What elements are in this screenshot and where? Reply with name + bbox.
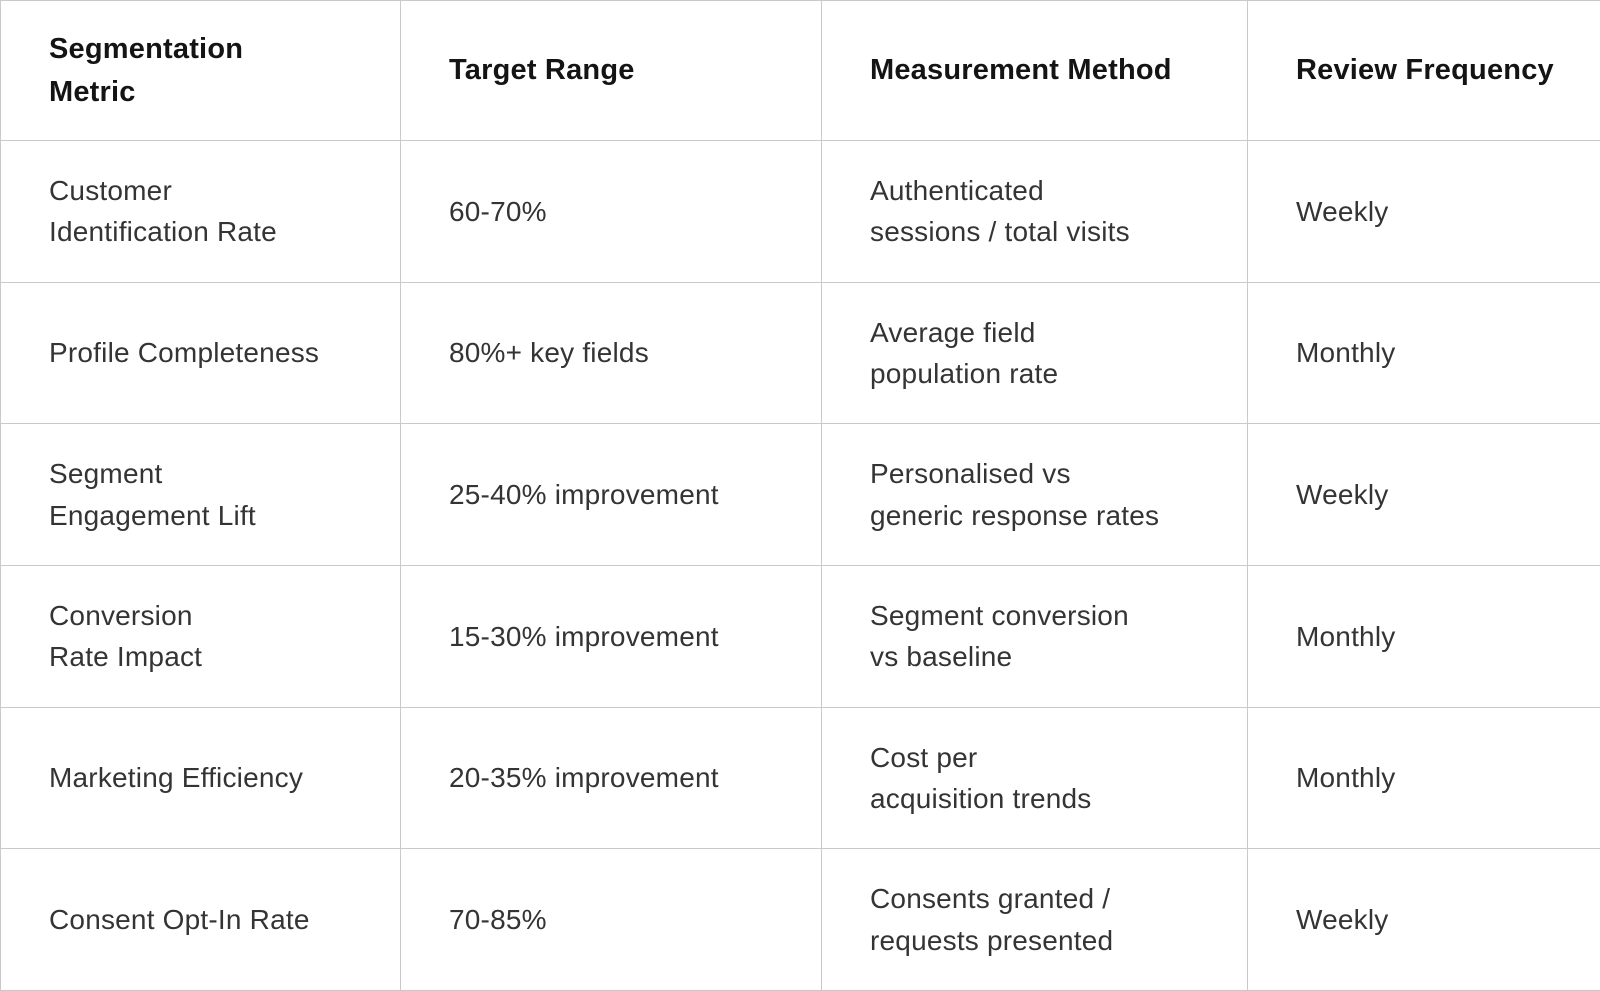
- cell-measurement-method: Cost per acquisition trends: [821, 706, 1248, 850]
- column-header-segmentation-metric: Segmentation Metric: [0, 0, 401, 141]
- cell-measurement-method: Segment conversion vs baseline: [821, 564, 1248, 708]
- table-header-row: Segmentation Metric Target Range Measure…: [0, 0, 1600, 141]
- cell-measurement-method: Authenticated sessions / total visits: [821, 140, 1248, 283]
- cell-target-range: 60-70%: [400, 140, 822, 283]
- cell-review-frequency: Monthly: [1247, 564, 1600, 708]
- cell-review-frequency: Weekly: [1247, 140, 1600, 283]
- cell-metric: Segment Engagement Lift: [0, 423, 401, 566]
- cell-target-range: 20-35% improvement: [400, 706, 822, 850]
- cell-measurement-method: Personalised vs generic response rates: [821, 423, 1248, 566]
- cell-metric: Marketing Efficiency: [0, 706, 401, 850]
- cell-target-range: 80%+ key fields: [400, 281, 822, 425]
- table-row: Profile Completeness 80%+ key fields Ave…: [0, 281, 1600, 425]
- table-row: Segment Engagement Lift 25-40% improveme…: [0, 423, 1600, 566]
- cell-target-range: 15-30% improvement: [400, 564, 822, 708]
- cell-review-frequency: Monthly: [1247, 281, 1600, 425]
- cell-review-frequency: Monthly: [1247, 706, 1600, 850]
- cell-review-frequency: Weekly: [1247, 848, 1600, 991]
- cell-measurement-method: Average field population rate: [821, 281, 1248, 425]
- cell-metric: Customer Identification Rate: [0, 140, 401, 283]
- cell-review-frequency: Weekly: [1247, 423, 1600, 566]
- table-row: Consent Opt-In Rate 70-85% Consents gran…: [0, 848, 1600, 991]
- column-header-review-frequency: Review Frequency: [1247, 0, 1600, 141]
- table-row: Customer Identification Rate 60-70% Auth…: [0, 140, 1600, 283]
- cell-metric: Consent Opt-In Rate: [0, 848, 401, 991]
- cell-target-range: 25-40% improvement: [400, 423, 822, 566]
- column-header-measurement-method: Measurement Method: [821, 0, 1248, 141]
- cell-metric: Conversion Rate Impact: [0, 564, 401, 708]
- table-row: Conversion Rate Impact 15-30% improvemen…: [0, 564, 1600, 708]
- cell-measurement-method: Consents granted / requests presented: [821, 848, 1248, 991]
- table-row: Marketing Efficiency 20-35% improvement …: [0, 706, 1600, 850]
- column-header-target-range: Target Range: [400, 0, 822, 141]
- cell-target-range: 70-85%: [400, 848, 822, 991]
- cell-metric: Profile Completeness: [0, 281, 401, 425]
